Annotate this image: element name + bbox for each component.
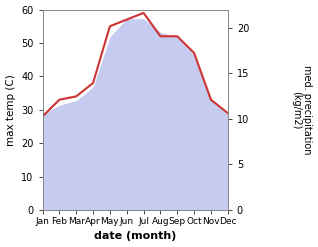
Y-axis label: med. precipitation
(kg/m2): med. precipitation (kg/m2) bbox=[291, 65, 313, 155]
Y-axis label: max temp (C): max temp (C) bbox=[5, 74, 16, 146]
X-axis label: date (month): date (month) bbox=[94, 231, 176, 242]
